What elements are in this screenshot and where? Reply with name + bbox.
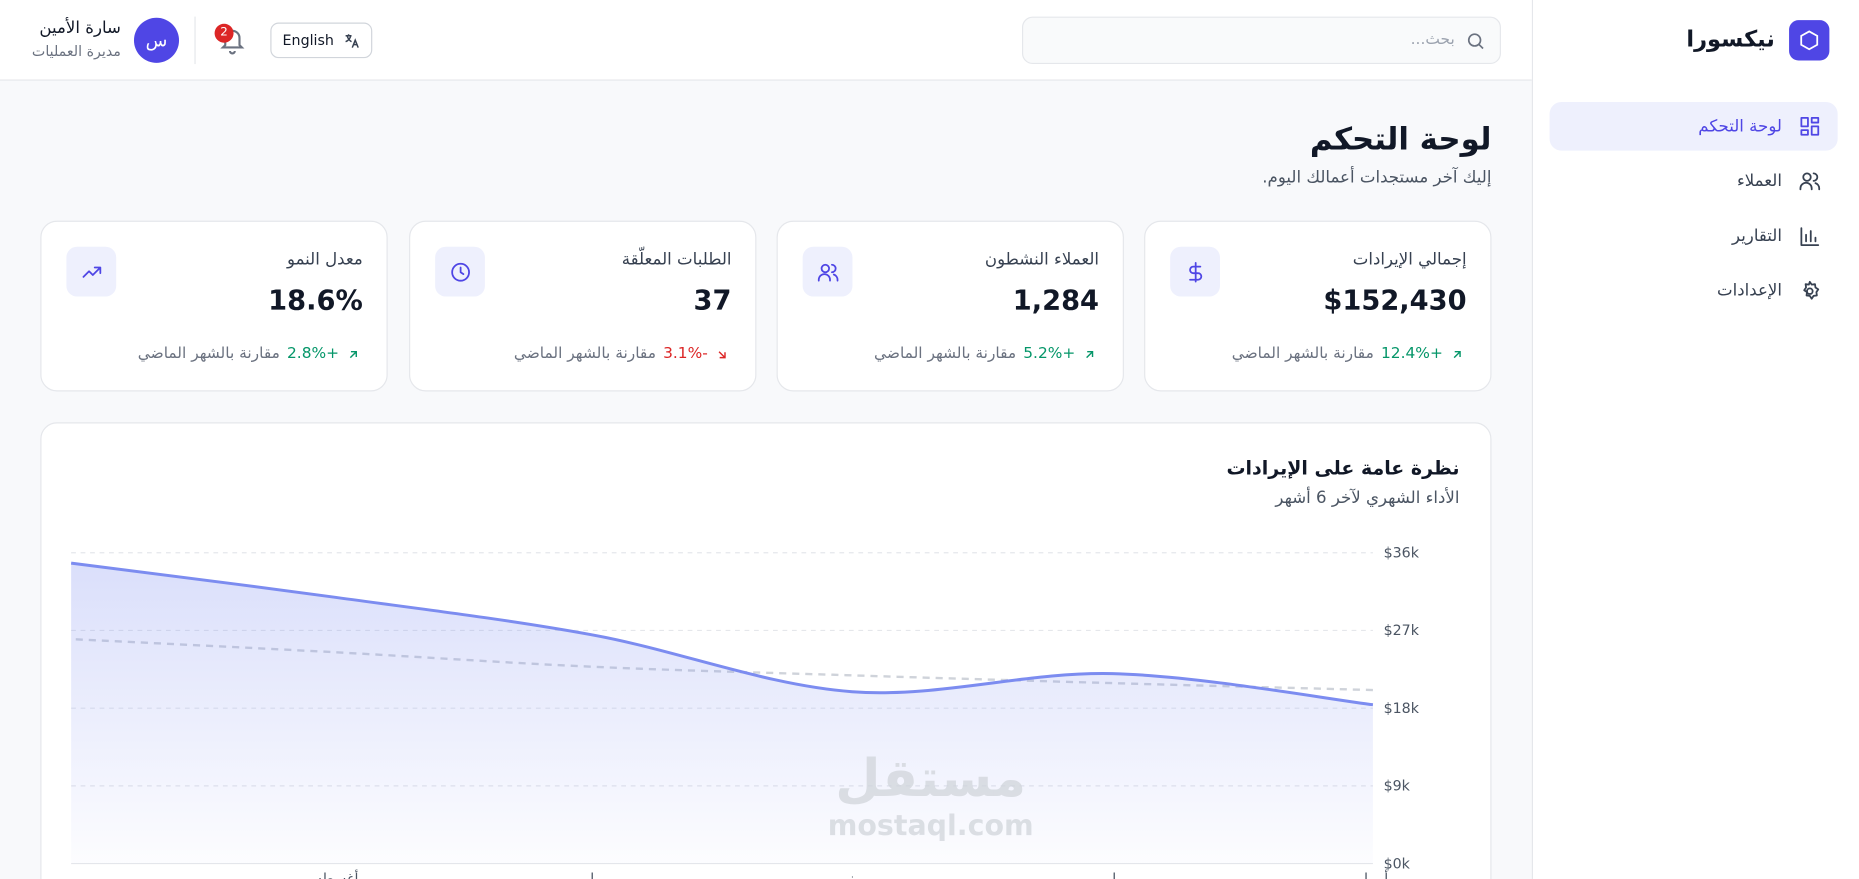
area	[71, 563, 1373, 864]
nav-item[interactable]: العملاء	[1550, 157, 1838, 206]
user-role: مديرة العمليات	[31, 42, 121, 60]
y-tick-label: $27k	[1384, 623, 1420, 639]
search-placeholder: بحث...	[1410, 30, 1455, 49]
language-button[interactable]: English	[270, 22, 373, 59]
trend-arrow	[1082, 347, 1096, 361]
icon	[1800, 226, 1820, 246]
arrow	[718, 350, 726, 358]
stat-change-row: +12.4% مقارنة بالشهر الماضي	[1232, 345, 1464, 363]
stat-title: العملاء النشطون	[984, 250, 1100, 270]
brand-name: نيكسورا	[1686, 26, 1775, 53]
watermark-url: mostaql.com	[827, 808, 1034, 843]
stat-note: مقارنة بالشهر الماضي	[1231, 345, 1374, 363]
chart-subtitle: الأداء الشهري لآخر 6 أشهر	[1275, 488, 1460, 508]
stat-note: مقارنة بالشهر الماضي	[137, 345, 280, 363]
stat-icon	[435, 246, 485, 297]
stat-change-row: +2.8% مقارنة بالشهر الماضي	[138, 345, 361, 363]
stat-note: مقارنة بالشهر الماضي	[513, 345, 656, 363]
x-tick-label: يونيو	[838, 872, 866, 879]
stat-change: +12.4%	[1380, 345, 1443, 363]
arrow	[1453, 350, 1461, 358]
revenue-chart: $0k $9k $18k $27k $36k أبريل مايو يونيو يوليو أغس…	[70, 546, 1420, 879]
icon	[450, 262, 470, 281]
icon	[1188, 261, 1202, 282]
stat-value: $152,430	[1323, 285, 1467, 317]
notification-badge: 2	[214, 23, 234, 43]
revenue-line	[70, 561, 1374, 707]
sidebar: نيكسورا لوحة التحكم العملاء التقارير الإعدا…	[1531, 0, 1859, 879]
chart-title: نظرة عامة على الإيرادات	[1226, 456, 1460, 480]
stat-change: -3.1%	[663, 345, 708, 363]
nav-label: لوحة التحكم	[1698, 116, 1782, 136]
nav-item[interactable]: التقارير	[1550, 212, 1838, 261]
y-tick-label: $9k	[1384, 779, 1411, 795]
notifications[interactable]: 2	[214, 23, 246, 62]
stat-icon	[66, 246, 117, 297]
stat-change: +2.8%	[286, 345, 340, 363]
x-tick-label: أبريل	[1358, 870, 1389, 879]
nav-label: التقارير	[1732, 226, 1782, 246]
stat-title: إجمالي الإيرادات	[1352, 250, 1467, 270]
page-subtitle: إليك آخر مستجدات أعمالك اليوم.	[1262, 168, 1492, 188]
icon	[1799, 172, 1821, 191]
arrow	[1086, 350, 1094, 358]
stat-value: 1,284	[1012, 285, 1100, 317]
stat-change: +5.2%	[1023, 345, 1076, 363]
y-tick-label: $18k	[1384, 701, 1420, 717]
stat-icon	[1170, 246, 1220, 297]
icon	[1800, 116, 1820, 136]
stat-title: الطلبات المعلّقة	[621, 250, 732, 270]
logo-icon	[1800, 30, 1819, 51]
trend-arrow	[1450, 347, 1464, 361]
stat-title: معدل النمو	[286, 250, 363, 270]
y-tick-label: $36k	[1384, 546, 1420, 562]
language-label: English	[282, 32, 334, 49]
stat-note: مقارنة بالشهر الماضي	[874, 345, 1017, 363]
stat-card: معدل النمو 18.6% +2.8% مقارنة بالشهر الماضي	[40, 220, 388, 392]
stat-value: 37	[693, 285, 732, 317]
divider	[194, 16, 196, 65]
search-icon	[1467, 33, 1484, 50]
nav-item[interactable]: لوحة التحكم	[1549, 102, 1838, 151]
icon	[81, 266, 101, 278]
icon	[1803, 280, 1820, 300]
x-tick-label: يوليو	[577, 872, 605, 879]
nav-item[interactable]: الإعدادات	[1550, 267, 1838, 316]
avatar[interactable]: س	[133, 17, 180, 63]
arrow	[349, 350, 357, 358]
stat-value: 18.6%	[268, 285, 363, 317]
stat-change-row: -3.1% مقارنة بالشهر الماضي	[514, 345, 729, 363]
translate-icon	[344, 33, 359, 48]
stat-card: إجمالي الإيرادات $152,430 +12.4% مقارنة بال…	[1144, 220, 1492, 392]
nav-label: العملاء	[1736, 171, 1782, 191]
y-tick-label: $0k	[1384, 856, 1411, 872]
x-tick-label: مايو	[1100, 872, 1124, 879]
stat-card: الطلبات المعلّقة 37 -3.1% مقارنة بالشهر الم…	[409, 220, 757, 392]
trend-arrow	[346, 347, 360, 361]
brand-logo[interactable]	[1789, 20, 1830, 61]
nav-label: الإعدادات	[1717, 281, 1782, 301]
search-box[interactable]: بحث...	[1021, 16, 1501, 65]
stat-icon	[802, 246, 853, 297]
page-title: لوحة التحكم	[1309, 122, 1492, 158]
watermark-logo: مستقل	[835, 748, 1027, 809]
user-name: سارة الأمين	[39, 18, 121, 38]
stat-change-row: +5.2% مقارنة بالشهر الماضي	[874, 345, 1097, 363]
x-tick-label: أغسطس	[305, 870, 359, 879]
trend-arrow	[715, 347, 729, 361]
topbar: بحث... English 2 س سارة الأمين مديرة الع…	[0, 0, 1532, 81]
stat-card: العملاء النشطون 1,284 +5.2% مقارنة بالشهر ا…	[776, 220, 1124, 392]
icon	[817, 263, 838, 281]
watermark: مستقل mostaql.com	[818, 748, 1043, 843]
